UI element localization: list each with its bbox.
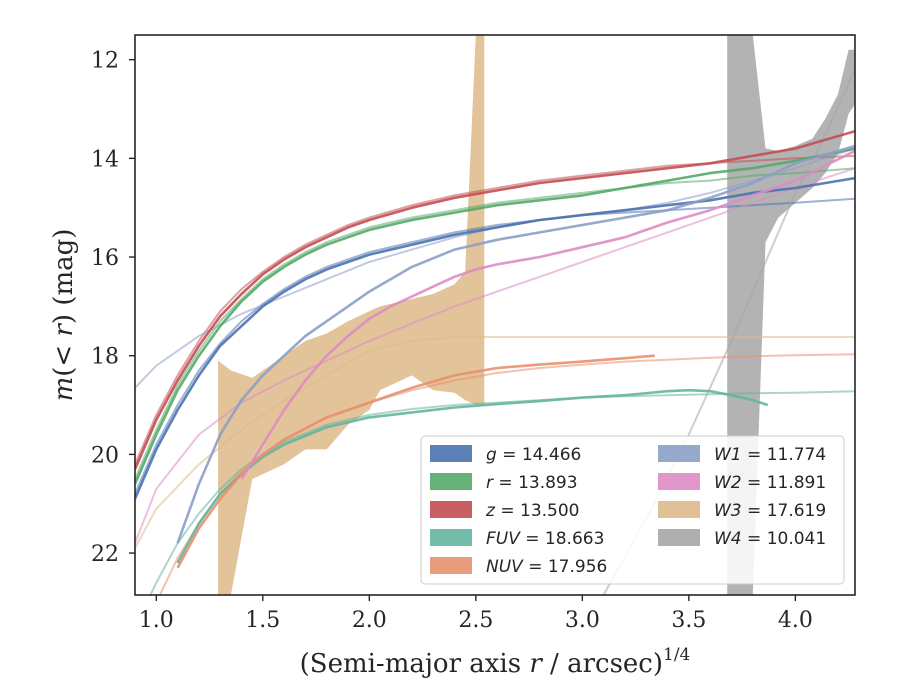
x-axis: 1.0 1.5 2.0 2.5 3.0 3.5 4.0 [139, 595, 813, 633]
y-tick-label: 22 [91, 542, 119, 567]
legend-swatch-w4 [658, 529, 700, 546]
y-tick-label: 20 [91, 443, 119, 468]
plot-area [135, 35, 855, 595]
x-tick-label: 3.0 [565, 608, 600, 633]
legend-frame [420, 435, 845, 585]
legend-label-w3: W3 = 17.619 [714, 501, 826, 521]
plot-frame [134, 34, 856, 596]
legend-label-w1: W1 = 11.774 [714, 445, 826, 465]
x-axis-title: (Semi-major axis r / arcsec)1/4 [300, 645, 691, 679]
series-z [135, 129, 855, 470]
legend-label-fuv: FUV = 18.663 [486, 529, 604, 549]
band-w3 [218, 35, 485, 595]
y-axis: 12 14 16 18 20 22 [91, 49, 135, 567]
legend-label-r: r = 13.893 [486, 473, 578, 493]
x-tick-label: 1.0 [139, 608, 174, 633]
y-tick-label: 18 [91, 345, 119, 370]
legend-label-w4: W4 = 10.041 [714, 529, 826, 549]
legend-swatch-g [430, 445, 472, 462]
legend-swatch-z [430, 501, 472, 518]
model-g [135, 197, 855, 495]
x-tick-label: 4.0 [778, 608, 813, 633]
series-g [135, 176, 855, 500]
legend-label-z: z = 13.500 [485, 501, 579, 521]
model-z [135, 154, 855, 465]
model-r [135, 167, 855, 480]
y-tick-label: 12 [91, 49, 119, 74]
legend-swatch-r [430, 473, 472, 490]
model-w3 [135, 336, 855, 549]
model-w2 [135, 167, 855, 544]
legend: g = 14.466 r = 13.893 z = 13.500 FUV = 18.6… [420, 435, 845, 585]
legend-label-nuv: NUV = 17.956 [486, 557, 607, 577]
x-tick-label: 1.5 [245, 608, 280, 633]
y-tick-label: 14 [91, 147, 119, 172]
series-r [135, 147, 855, 485]
x-tick-label: 3.5 [671, 608, 706, 633]
series-nuv [176, 354, 655, 569]
legend-label-g: g = 14.466 [486, 445, 581, 465]
y-axis-title: m(< r) (mag) [49, 229, 79, 402]
series-w2 [240, 149, 855, 480]
legend-swatch-nuv [430, 557, 472, 574]
x-tick-label: 2.5 [458, 608, 493, 633]
legend-swatch-w3 [658, 501, 700, 518]
y-tick-label: 16 [91, 246, 119, 271]
legend-label-w2: W2 = 11.891 [714, 473, 826, 493]
series-w1 [176, 144, 855, 544]
legend-swatch-fuv [430, 529, 472, 546]
legend-swatch-w1 [658, 445, 700, 462]
model-fuv [149, 390, 855, 595]
legend-swatch-w2 [658, 473, 700, 490]
x-tick-label: 2.0 [352, 608, 387, 633]
